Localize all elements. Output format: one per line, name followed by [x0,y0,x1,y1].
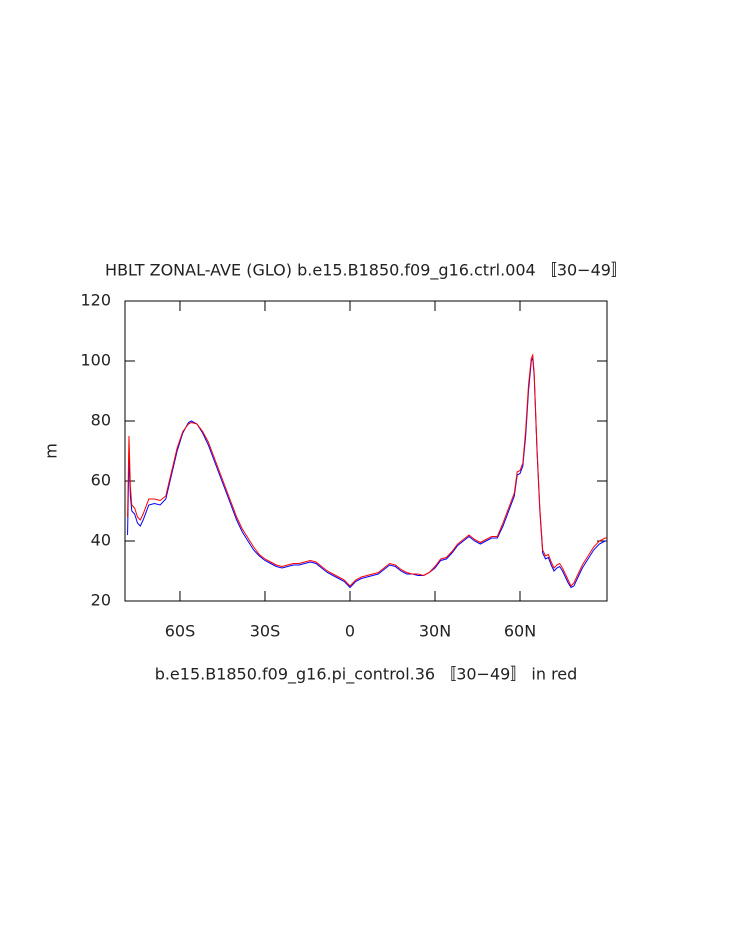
x-tick-label: 60N [504,622,536,641]
x-tick-label: 60S [165,622,196,641]
series-line [127,353,607,587]
y-tick-label: 100 [80,351,111,370]
plot-frame [124,300,608,602]
x-tick-label: 30N [419,622,451,641]
y-tick-label: 120 [80,291,111,310]
y-tick-label: 40 [91,531,111,550]
y-tick-label: 80 [91,411,111,430]
x-axis-label: b.e15.B1850.f09_g16.pi_control.36 〚30−49… [155,665,578,685]
x-tick-label: 30S [250,622,281,641]
x-tick-label: 0 [345,622,355,641]
y-tick-label: 60 [91,471,111,490]
y-axis-label: m [42,443,61,459]
chart-title: HBLT ZONAL-AVE (GLO) b.e15.B1850.f09_g16… [105,261,627,281]
y-tick-label: 20 [91,591,111,610]
